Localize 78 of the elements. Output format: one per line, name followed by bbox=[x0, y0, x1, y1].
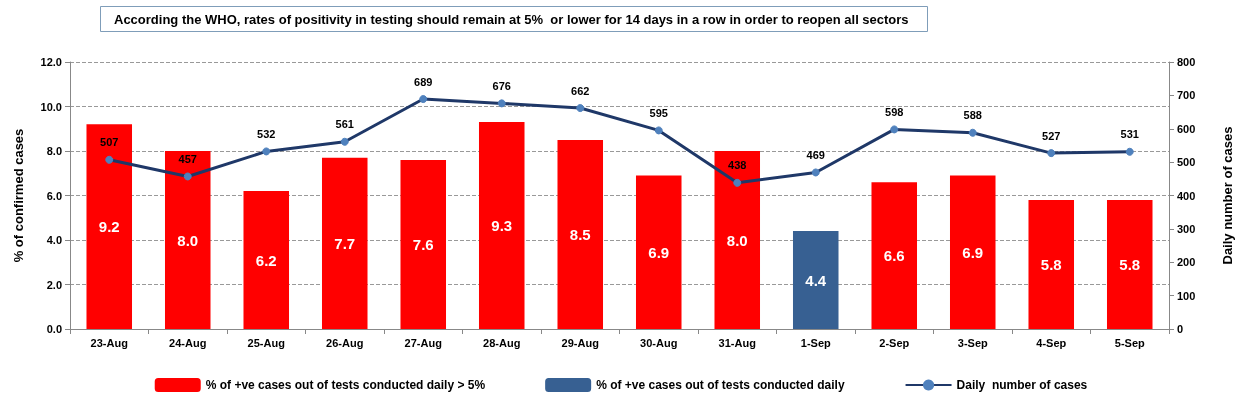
data-label: 8.0 bbox=[726, 231, 748, 249]
bar bbox=[478, 122, 525, 329]
data-label: 507 bbox=[100, 136, 119, 149]
data-label: 527 bbox=[1042, 129, 1061, 142]
data-label: 9.2 bbox=[98, 218, 120, 236]
data-label: 595 bbox=[649, 106, 668, 119]
data-label: 6.9 bbox=[648, 243, 670, 261]
data-label: 7.6 bbox=[412, 235, 434, 253]
data-label: 8.5 bbox=[569, 225, 591, 243]
bar bbox=[557, 139, 604, 329]
y2-tick-label: 200 bbox=[1177, 256, 1196, 269]
data-label: 7.7 bbox=[334, 234, 356, 252]
y2-tick-label: 800 bbox=[1177, 56, 1196, 68]
data-label: 6.9 bbox=[962, 243, 984, 261]
bar bbox=[164, 151, 211, 329]
x-tick-label: 5-Sep bbox=[1114, 336, 1145, 349]
y2-tick-label: 700 bbox=[1177, 89, 1196, 102]
x-tick-label: 3-Sep bbox=[957, 336, 988, 349]
x-tick-label: 4-Sep bbox=[1036, 336, 1067, 349]
data-label: 598 bbox=[885, 105, 904, 118]
data-label: 662 bbox=[571, 84, 590, 97]
bar bbox=[1106, 199, 1153, 329]
data-label: 532 bbox=[257, 127, 276, 140]
bar bbox=[321, 157, 368, 329]
bar bbox=[635, 175, 682, 329]
data-label: 5.8 bbox=[1040, 255, 1062, 273]
data-label: 5.8 bbox=[1119, 255, 1141, 273]
data-label: 689 bbox=[414, 75, 433, 88]
x-tick-label: 2-Sep bbox=[879, 336, 910, 349]
data-label: 8.0 bbox=[177, 231, 199, 249]
y2-axis-title: Daily number of cases bbox=[1220, 126, 1235, 265]
chart-title: According the WHO, rates of positivity in testing should remain at 5% or lower for 14 days in a row in order to reopen all sectors bbox=[114, 11, 909, 27]
legend-label: % of +ve cases out of tests conducted daily bbox=[596, 378, 845, 392]
data-label: 438 bbox=[728, 159, 747, 172]
x-tick-label: 24-Aug bbox=[169, 336, 207, 349]
bar bbox=[871, 182, 918, 329]
x-tick-label: 25-Aug bbox=[247, 336, 285, 349]
bar bbox=[1028, 199, 1075, 329]
y-tick-label: 10.0 bbox=[40, 100, 62, 113]
data-label: 469 bbox=[806, 148, 825, 161]
data-label: 6.6 bbox=[883, 247, 905, 265]
x-tick-label: 1-Sep bbox=[800, 336, 831, 349]
bar bbox=[714, 151, 761, 329]
x-tick-label: 31-Aug bbox=[718, 336, 756, 349]
y-axis-title: % of confirmed cases bbox=[11, 128, 26, 263]
y2-tick-label: 400 bbox=[1177, 189, 1196, 202]
y-tick-label: 2.0 bbox=[46, 278, 62, 291]
y-tick-label: 0.0 bbox=[46, 323, 62, 335]
x-tick-label: 29-Aug bbox=[561, 336, 599, 349]
data-label: 531 bbox=[1120, 128, 1139, 141]
legend-label: Daily number of cases bbox=[956, 378, 1088, 392]
bar bbox=[400, 159, 447, 329]
y2-tick-label: 500 bbox=[1177, 156, 1196, 169]
data-label: 6.2 bbox=[255, 251, 277, 269]
x-tick-label: 27-Aug bbox=[404, 336, 442, 349]
y-tick-label: 4.0 bbox=[46, 234, 62, 246]
y2-tick-label: 600 bbox=[1177, 122, 1196, 135]
bar bbox=[243, 191, 290, 329]
bar bbox=[949, 175, 996, 329]
y-tick-label: 6.0 bbox=[46, 189, 62, 202]
legend-label: % of +ve cases out of tests conducted daily > 5% bbox=[205, 378, 486, 392]
y2-tick-label: 100 bbox=[1177, 289, 1196, 302]
data-label: 588 bbox=[963, 109, 982, 122]
data-label: 676 bbox=[492, 79, 511, 92]
data-label: 457 bbox=[178, 152, 197, 165]
y-tick-label: 12.0 bbox=[40, 56, 62, 68]
bar bbox=[792, 231, 839, 329]
x-tick-label: 26-Aug bbox=[326, 336, 364, 349]
x-tick-label: 28-Aug bbox=[483, 336, 521, 349]
y2-tick-label: 300 bbox=[1177, 222, 1196, 235]
data-label: 561 bbox=[335, 118, 354, 131]
x-tick-label: 23-Aug bbox=[90, 336, 128, 349]
bar bbox=[86, 124, 133, 329]
x-tick-label: 30-Aug bbox=[640, 336, 678, 349]
y2-tick-label: 0 bbox=[1177, 323, 1184, 335]
data-label: 9.3 bbox=[491, 217, 513, 235]
y-tick-label: 8.0 bbox=[46, 145, 62, 157]
data-label: 4.4 bbox=[805, 271, 827, 289]
